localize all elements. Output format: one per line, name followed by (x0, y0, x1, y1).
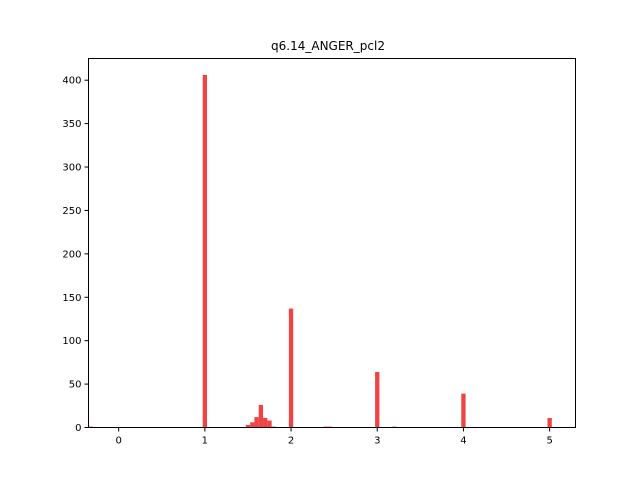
y-tick-label: 50 (69, 380, 82, 391)
y-tick-label: 200 (62, 249, 81, 260)
histogram-bar (288, 308, 294, 428)
histogram-bar (375, 371, 380, 428)
y-tick-label: 250 (62, 206, 81, 217)
y-axis: 0 50 100 150 200 250 300 350 400 (62, 76, 89, 434)
y-tick-label: 150 (62, 293, 81, 304)
y-tick-label: 300 (62, 163, 81, 174)
histogram-bar (461, 393, 466, 428)
histogram-bar (254, 417, 259, 428)
x-axis: 0 1 2 3 4 5 (115, 427, 553, 447)
y-tick-label: 0 (75, 423, 81, 434)
plot-frame (88, 58, 576, 428)
x-tick-label: 4 (460, 436, 466, 447)
histogram-bar (245, 424, 251, 428)
histogram-bar (250, 422, 255, 428)
y-tick-label: 350 (62, 119, 81, 130)
histogram-bar (267, 420, 272, 428)
histogram-bar (258, 404, 264, 428)
x-tick-label: 3 (374, 436, 380, 447)
bars-group (88, 75, 552, 428)
histogram-bar (547, 417, 552, 428)
x-tick-label: 0 (115, 436, 121, 447)
y-tick-label: 400 (62, 76, 81, 87)
chart-title: q6.14_ANGER_pcl2 (271, 39, 385, 53)
x-tick-label: 2 (288, 436, 294, 447)
histogram-bar (263, 417, 268, 428)
y-tick-label: 100 (62, 336, 81, 347)
x-tick-label: 1 (202, 436, 208, 447)
x-tick-label: 5 (546, 436, 552, 447)
histogram-bar (202, 75, 208, 428)
